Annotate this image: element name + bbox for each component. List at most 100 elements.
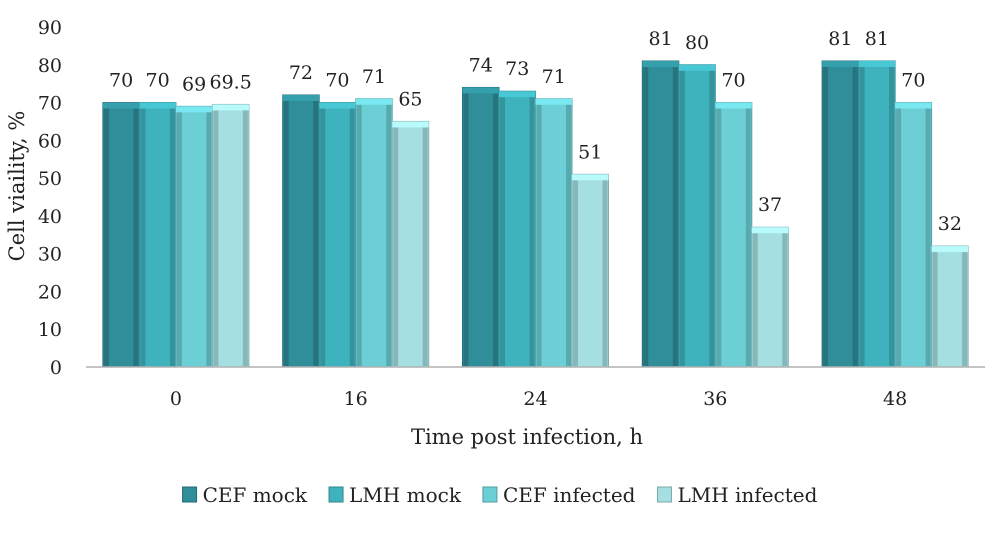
bar-top-cap — [282, 95, 320, 101]
data-label: 70 — [325, 70, 349, 92]
bar-shade-left — [140, 103, 146, 367]
x-tick-label: 0 — [170, 388, 182, 410]
bar-shade-left — [823, 62, 829, 366]
data-label: 70 — [146, 70, 170, 92]
bar — [571, 173, 609, 368]
bar — [498, 90, 536, 368]
data-label: 81 — [865, 28, 889, 50]
bar-shade-right — [313, 96, 319, 366]
bar-top-cap — [822, 61, 859, 67]
bar — [211, 103, 250, 368]
bar-top-cap — [751, 227, 789, 234]
bar-shade-left — [573, 175, 578, 366]
bar-shade-left — [643, 62, 649, 366]
bar-shade-right — [422, 122, 428, 366]
bar-top-cap — [392, 121, 429, 128]
legend: CEF mock LMH mock CEF infected LMH infected — [182, 483, 818, 507]
legend-label: LMH mock — [349, 483, 462, 507]
y-tick-label: 90 — [38, 17, 62, 39]
y-tick-label: 60 — [38, 130, 62, 152]
x-tick-label: 48 — [883, 388, 907, 410]
bar-shade-left — [500, 92, 505, 366]
bar-shade-left — [932, 247, 938, 366]
x-tick-label: 24 — [523, 388, 547, 410]
data-label: 72 — [289, 62, 313, 84]
legend-swatch — [328, 486, 344, 503]
data-label: 81 — [828, 28, 852, 50]
bar-top-cap — [462, 87, 499, 94]
data-label: 71 — [362, 66, 386, 88]
bar — [318, 102, 357, 368]
bar-top-cap — [931, 246, 969, 253]
bar-shade-right — [242, 105, 248, 366]
bar-shade-left — [393, 122, 399, 366]
bar-shade-left — [896, 103, 902, 367]
bar-top-cap — [572, 174, 609, 181]
bar-shade-left — [356, 99, 362, 367]
bar-top-cap — [175, 106, 213, 113]
bar-shade-left — [176, 107, 182, 366]
bar-top-cap — [139, 102, 176, 109]
data-label: 74 — [469, 54, 493, 76]
y-tick-label: 10 — [38, 319, 62, 341]
data-label: 70 — [109, 70, 133, 92]
data-label: 65 — [398, 88, 422, 110]
bar-shade-left — [752, 228, 758, 366]
data-label: 69.5 — [209, 71, 251, 93]
bar-shade-right — [925, 103, 931, 367]
bar-shade-left — [859, 62, 865, 366]
data-label: 32 — [938, 213, 962, 235]
x-tick-label: 16 — [344, 388, 368, 410]
bar — [858, 60, 896, 368]
bar-shade-left — [103, 103, 109, 367]
bar-shade-left — [536, 99, 542, 367]
bar-shade-right — [133, 103, 139, 367]
bar-shade-right — [672, 62, 678, 366]
y-tick-label: 30 — [38, 244, 62, 266]
bar — [102, 102, 140, 368]
bar — [821, 60, 860, 368]
x-axis-title: Time post infection, h — [411, 425, 643, 449]
y-tick-label: 40 — [38, 206, 62, 228]
bar-top-cap — [499, 91, 536, 98]
bar-shade-right — [206, 107, 212, 366]
bar-shade-left — [716, 103, 722, 367]
bar-top-cap — [678, 64, 716, 71]
y-tick-label: 70 — [38, 93, 62, 115]
data-label: 51 — [578, 141, 602, 163]
bar-shade-right — [493, 88, 498, 366]
bar-shade-right — [709, 65, 715, 367]
bar-shade-right — [529, 92, 535, 366]
data-label: 70 — [721, 70, 745, 92]
bar-shade-right — [852, 62, 858, 366]
y-axis-title: Cell viaility, % — [5, 111, 29, 262]
bar-top-cap — [535, 98, 572, 105]
legend-swatch — [482, 486, 498, 503]
bar-top-cap — [319, 102, 356, 109]
legend-swatch — [182, 486, 198, 503]
data-label: 81 — [648, 28, 672, 50]
y-tick-label: 20 — [38, 281, 62, 303]
data-label: 37 — [758, 194, 782, 216]
bar-shade-right — [962, 247, 968, 366]
bar — [931, 245, 969, 368]
bar-shade-right — [782, 228, 788, 366]
data-label: 70 — [901, 70, 925, 92]
y-tick-label: 80 — [38, 55, 62, 77]
bar-top-cap — [102, 102, 140, 109]
bar-shade-left — [320, 103, 326, 367]
bar-top-cap — [212, 104, 249, 111]
bar-shade-left — [679, 65, 685, 367]
bar-shade-right — [349, 103, 355, 367]
bar-top-cap — [858, 61, 896, 67]
bar-shade-left — [283, 96, 289, 366]
bar-shade-right — [386, 99, 392, 367]
legend-label: CEF infected — [503, 483, 636, 507]
bar — [138, 102, 177, 368]
legend-label: LMH infected — [677, 483, 817, 507]
bar-shade-right — [169, 103, 175, 367]
bar — [894, 102, 933, 368]
bar-shade-right — [889, 62, 895, 366]
